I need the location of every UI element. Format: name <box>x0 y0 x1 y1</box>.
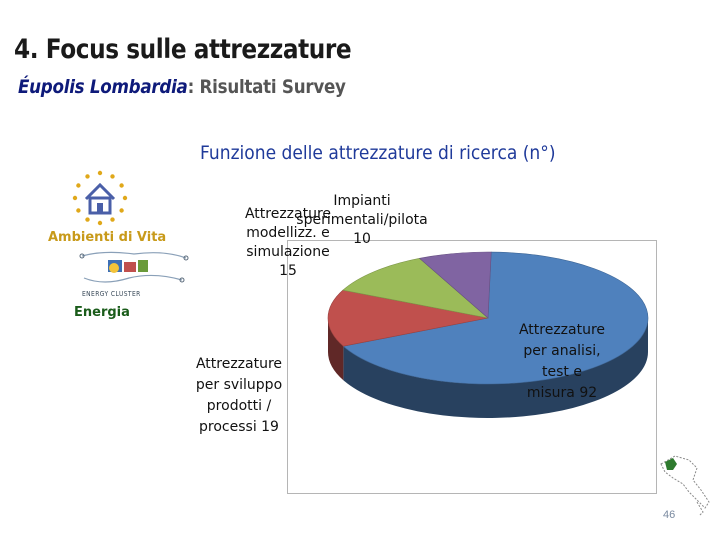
pie-slice-impianti <box>418 251 492 319</box>
pie-side-analisi <box>343 318 648 418</box>
ambienti-di-vita-label: Ambienti di Vita <box>48 230 167 245</box>
pie-slice-analisi <box>342 251 649 385</box>
pie-side-sviluppo <box>328 318 344 381</box>
pie-sides <box>328 318 648 418</box>
energy-cluster-logo <box>74 248 194 300</box>
pie-slice-sviluppo <box>327 289 489 347</box>
pie-labels: Attrezzature per analisi, test e misura 92 A… <box>196 193 605 435</box>
energy-cluster-icon <box>79 251 189 283</box>
slide-title: 4. Focus sulle attrezzature <box>14 34 352 65</box>
house-star-ring-icon <box>72 170 128 226</box>
pie-slice-modellizzazione <box>342 258 490 319</box>
data-label-sviluppo: Attrezzature per sviluppo prodotti / proces… <box>196 356 282 435</box>
subtitle-brand: Éupolis Lombardia <box>18 76 188 98</box>
italy-map-icon <box>660 455 710 517</box>
ambienti-di-vita-logo <box>70 168 130 228</box>
energy-cluster-badge: ENERGY CLUSTER <box>82 290 141 298</box>
page-number: 46 <box>663 509 676 521</box>
subtitle-rest: : Risultati Survey <box>187 76 346 98</box>
data-label-analisi: Attrezzature per analisi, test e misura 92 <box>519 322 605 401</box>
energia-label: Energia <box>74 305 130 320</box>
data-label-modellizzazione: Attrezzature modellizz. e simulazione 15 <box>245 206 331 279</box>
slide-subtitle: Éupolis Lombardia: Risultati Survey <box>18 76 346 98</box>
lombardy-map <box>655 450 715 520</box>
pie-tops <box>327 251 649 385</box>
chart-title: Funzione delle attrezzature di ricerca (… <box>200 142 556 164</box>
data-label-impianti: Impianti sperimentali/pilota 10 <box>296 193 427 247</box>
